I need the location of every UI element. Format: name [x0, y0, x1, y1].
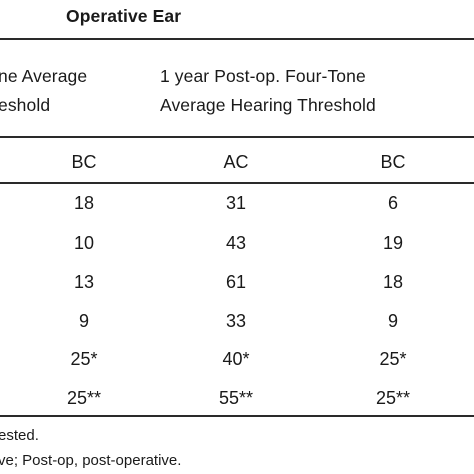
table-cell: 43	[225, 233, 247, 253]
header-rule-top	[0, 38, 474, 40]
table-cell: 18	[73, 193, 95, 213]
col-header-preop-line2: eshold	[0, 95, 51, 115]
table-cell: 9	[387, 311, 398, 331]
col-header-postop-line2: Average Hearing Threshold	[160, 95, 376, 115]
table-cell: 18	[382, 272, 404, 292]
table-cell: 13	[73, 272, 95, 292]
group-header-operative-ear: Operative Ear	[66, 6, 182, 26]
table-cell: 19	[382, 233, 404, 253]
header-rule-bottom	[0, 136, 474, 138]
table-cell: 9	[78, 311, 89, 331]
subheader-bc-preop: BC	[71, 152, 97, 172]
table-cell: 33	[225, 311, 247, 331]
table-cell: 25**	[375, 388, 411, 408]
col-header-postop-line1: 1 year Post-op. Four-Tone	[160, 66, 366, 86]
table-cell: 6	[387, 193, 398, 213]
table-cell: 10	[73, 233, 95, 253]
table-cell: 55**	[218, 388, 254, 408]
subheader-ac-postop: AC	[223, 152, 249, 172]
table-cell: 40*	[222, 349, 250, 369]
table-cell: 25**	[66, 388, 102, 408]
footnote-line2: ve; Post-op, post-operative.	[0, 452, 182, 469]
col-header-preop-line1: ne Average	[0, 66, 88, 86]
table-cell: 31	[225, 193, 247, 213]
subheader-rule	[0, 182, 474, 184]
subheader-bc-postop: BC	[380, 152, 406, 172]
table-cell: 25*	[379, 349, 407, 369]
footnote-line1: ested.	[0, 427, 39, 444]
table-cell: 25*	[70, 349, 98, 369]
table-bottom-rule	[0, 415, 474, 417]
table-cell: 61	[225, 272, 247, 292]
